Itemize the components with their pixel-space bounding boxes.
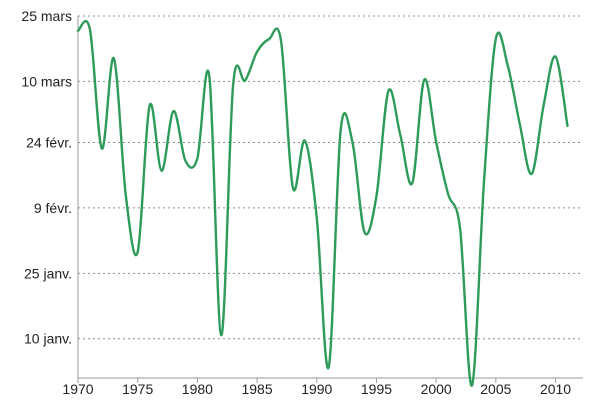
data-point <box>363 230 367 234</box>
data-point <box>291 186 295 190</box>
data-point <box>303 139 307 143</box>
data-point <box>136 250 140 254</box>
data-point <box>434 140 438 144</box>
data-point <box>386 89 390 93</box>
data-point <box>542 103 546 107</box>
data-point <box>231 82 235 86</box>
data-point <box>374 194 378 198</box>
x-tick-label: 1975 <box>122 381 153 397</box>
y-tick-label: 25 mars <box>21 8 72 24</box>
x-tick-label: 1985 <box>241 381 272 397</box>
data-point <box>398 133 402 137</box>
x-tick-label: 1980 <box>182 381 213 397</box>
data-point <box>315 216 319 220</box>
data-point <box>255 50 259 54</box>
data-point <box>124 193 128 197</box>
x-tick-label: 2000 <box>421 381 452 397</box>
data-point <box>470 383 474 387</box>
data-point <box>327 365 331 369</box>
y-tick-label: 24 févr. <box>26 134 72 150</box>
data-point <box>506 64 510 68</box>
data-point <box>100 147 104 151</box>
data-point <box>351 141 355 145</box>
x-tick-label: 1990 <box>301 381 332 397</box>
data-point <box>279 38 283 42</box>
data-point <box>183 159 187 163</box>
y-tick-label: 9 févr. <box>34 200 72 216</box>
data-point <box>446 192 450 196</box>
data-point <box>207 74 211 78</box>
data-point <box>195 156 199 160</box>
data-point <box>148 103 152 107</box>
data-point <box>458 226 462 230</box>
data-point <box>554 55 558 59</box>
data-point <box>482 181 486 185</box>
data-point <box>112 56 116 60</box>
x-tick-label: 1995 <box>361 381 392 397</box>
data-point <box>76 29 80 33</box>
data-point <box>172 109 176 113</box>
x-tick-label: 2005 <box>480 381 511 397</box>
data-point <box>160 169 164 173</box>
data-point <box>339 128 343 132</box>
data-point <box>88 28 92 32</box>
data-point <box>494 37 498 41</box>
data-point <box>410 181 414 185</box>
data-point <box>243 79 247 83</box>
y-tick-label: 10 mars <box>21 73 72 89</box>
x-tick-label: 2010 <box>540 381 571 397</box>
data-point <box>518 122 522 126</box>
data-point <box>267 37 271 41</box>
data-point <box>530 172 534 176</box>
data-point <box>219 333 223 337</box>
data-point <box>565 124 569 128</box>
y-tick-label: 25 janv. <box>24 265 72 281</box>
x-tick-label: 1970 <box>62 381 93 397</box>
y-tick-label: 10 janv. <box>24 331 72 347</box>
series-line <box>76 20 569 387</box>
data-point <box>422 78 426 82</box>
